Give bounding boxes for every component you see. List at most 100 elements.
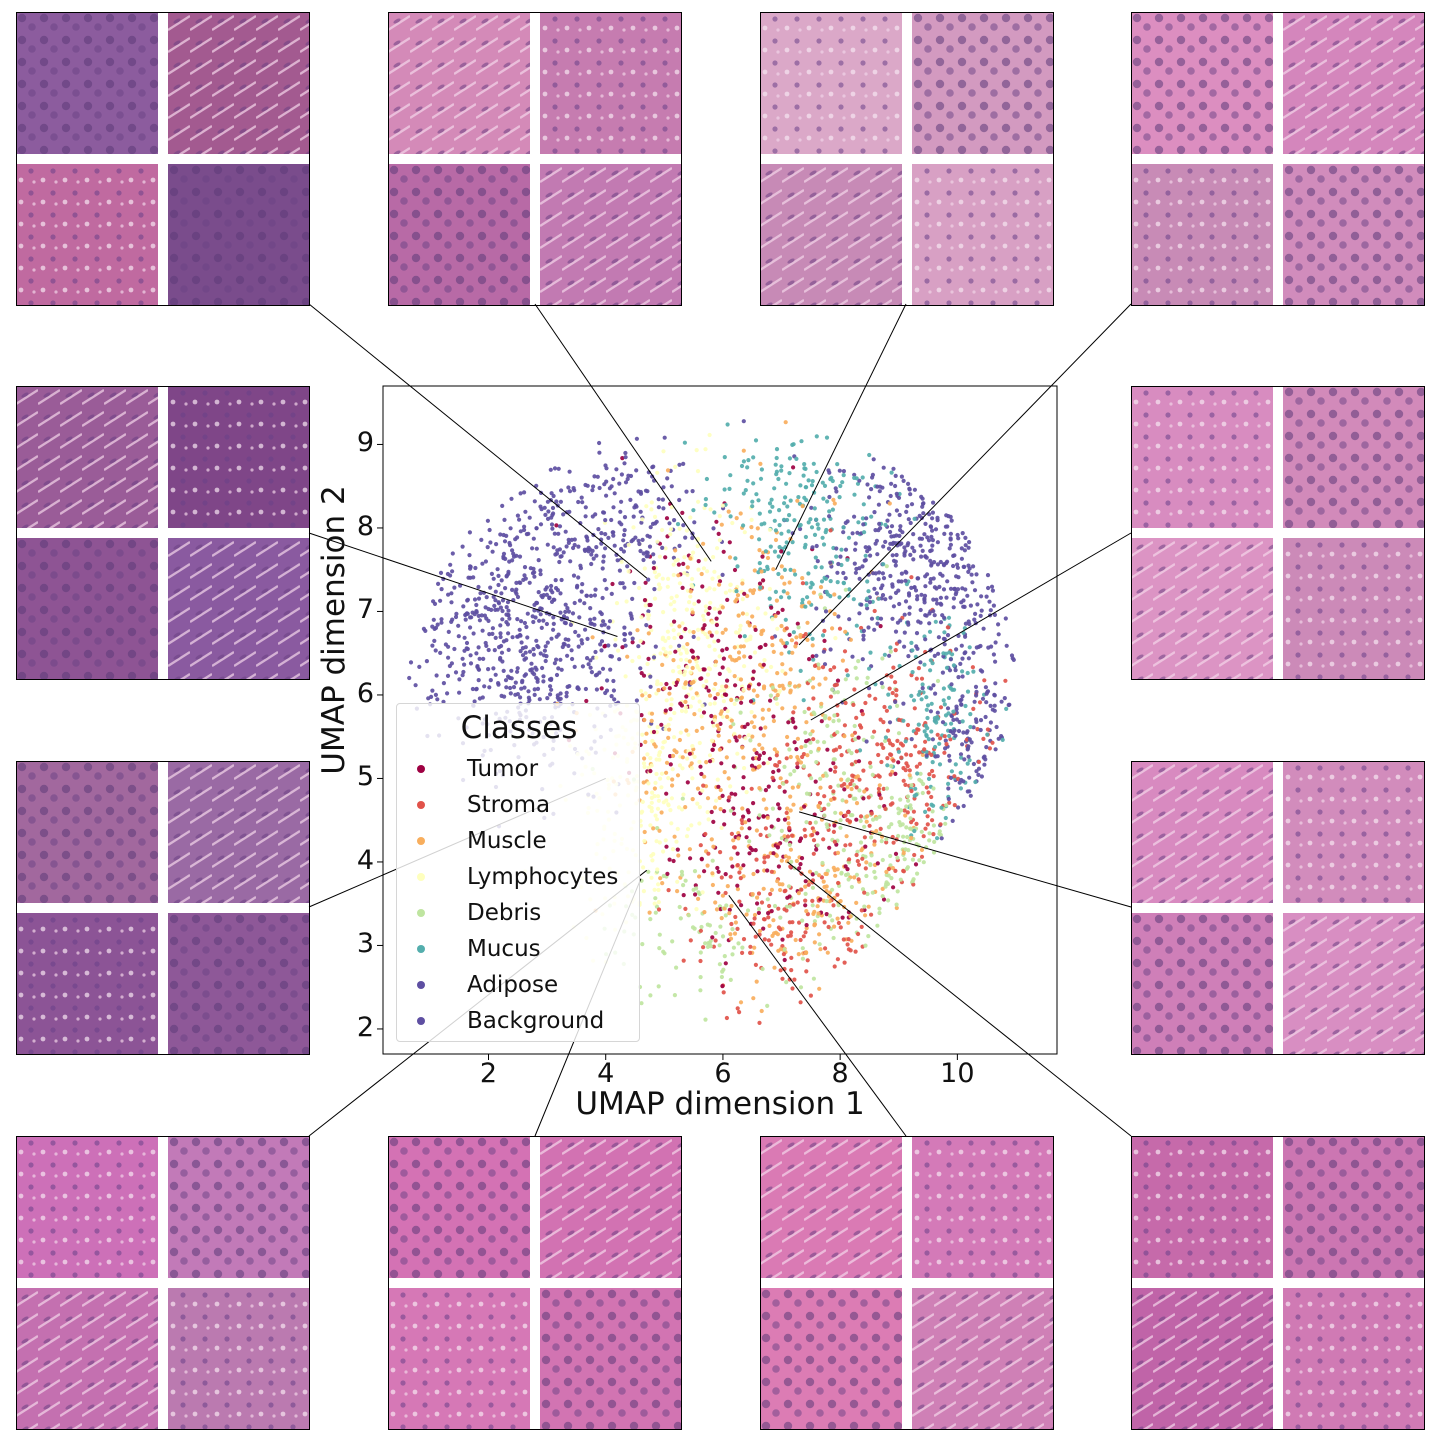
scatter-point-mucus [896, 749, 902, 754]
scatter-point-adipose [586, 662, 591, 667]
scatter-point-muscle [740, 611, 746, 616]
scatter-point-adipose [920, 686, 925, 691]
scatter-point-tumor [721, 549, 726, 554]
legend-entry-mucus: Mucus [417, 934, 541, 964]
scatter-point-adipose [838, 554, 843, 559]
scatter-point-adipose [496, 573, 501, 579]
inset-border [1131, 386, 1425, 680]
scatter-point-muscle [737, 656, 742, 661]
scatter-point-tumor [663, 555, 668, 560]
scatter-point-adipose [460, 673, 465, 678]
scatter-point-adipose [967, 737, 972, 742]
scatter-point-stroma [925, 814, 930, 819]
scatter-point-muscle [751, 996, 756, 1001]
scatter-point-adipose [503, 678, 509, 683]
scatter-point-background [608, 667, 613, 672]
scatter-point-adipose [552, 531, 557, 536]
scatter-point-tumor [630, 640, 635, 645]
scatter-point-stroma [875, 742, 880, 747]
scatter-point-adipose [531, 619, 536, 625]
scatter-point-adipose [464, 612, 469, 617]
scatter-point-adipose [622, 515, 628, 520]
scatter-point-adipose [603, 532, 608, 537]
scatter-point-stroma [698, 958, 703, 964]
scatter-point-adipose [908, 552, 913, 558]
scatter-point-adipose [547, 595, 552, 600]
scatter-point-adipose [651, 464, 656, 469]
scatter-point-debris [836, 783, 841, 788]
scatter-point-adipose [911, 557, 916, 562]
scatter-point-lymphocytes [666, 722, 671, 727]
scatter-point-stroma [701, 945, 706, 950]
scatter-point-adipose [852, 472, 857, 477]
scatter-point-background [604, 688, 610, 693]
scatter-point-muscle [708, 693, 713, 698]
scatter-point-adipose [572, 488, 577, 493]
scatter-point-lymphocytes [661, 646, 666, 651]
scatter-point-stroma [916, 666, 922, 671]
x-tick-label: 10 [940, 1058, 975, 1089]
scatter-point-lymphocytes [688, 515, 693, 520]
scatter-point-mucus [952, 687, 957, 692]
scatter-point-adipose [891, 466, 896, 471]
scatter-point-adipose [476, 678, 481, 683]
scatter-point-adipose [638, 666, 643, 671]
scatter-point-muscle [804, 926, 809, 931]
scatter-point-lymphocytes [742, 530, 747, 535]
scatter-point-muscle [741, 448, 746, 453]
scatter-point-tumor [610, 581, 615, 587]
scatter-point-adipose [439, 587, 444, 592]
scatter-point-debris [661, 873, 666, 879]
scatter-point-stroma [721, 990, 726, 995]
scatter-point-stroma [897, 717, 902, 723]
scatter-point-adipose [959, 556, 965, 561]
scatter-point-debris [703, 941, 708, 946]
inset-tile [168, 1136, 310, 1278]
scatter-point-adipose [572, 664, 577, 670]
scatter-point-adipose [959, 600, 964, 605]
scatter-point-muscle [797, 683, 802, 688]
scatter-point-debris [863, 943, 868, 948]
scatter-point-adipose [887, 720, 893, 725]
scatter-point-lymphocytes [654, 574, 659, 580]
scatter-point-muscle [796, 784, 801, 789]
scatter-point-lymphocytes [732, 731, 737, 737]
scatter-point-stroma [856, 931, 861, 937]
scatter-point-muscle [827, 716, 832, 721]
inset-tile [912, 12, 1054, 154]
inset-tile [16, 538, 158, 680]
scatter-point-adipose [972, 617, 977, 622]
scatter-point-lymphocytes [655, 724, 660, 730]
y-tick-label: 9 [356, 427, 374, 459]
scatter-point-adipose [472, 612, 477, 617]
scatter-point-adipose [579, 589, 584, 594]
scatter-point-muscle [828, 797, 834, 803]
scatter-point-debris [808, 732, 813, 737]
scatter-point-muscle [805, 620, 810, 625]
scatter-point-lymphocytes [763, 611, 768, 616]
scatter-point-lymphocytes [709, 738, 715, 743]
scatter-point-stroma [757, 1020, 762, 1025]
scatter-point-tumor [715, 865, 720, 871]
scatter-point-lymphocytes [700, 890, 705, 895]
scatter-point-lymphocytes [678, 657, 684, 662]
scatter-point-stroma [784, 756, 789, 761]
scatter-point-debris [896, 833, 901, 839]
scatter-point-stroma [832, 839, 837, 844]
scatter-point-muscle [671, 753, 676, 759]
scatter-point-lymphocytes [717, 654, 722, 659]
inset-panel [16, 386, 310, 680]
scatter-point-adipose [408, 660, 414, 665]
scatter-point-stroma [789, 955, 794, 961]
scatter-point-adipose [489, 607, 494, 613]
scatter-point-debris [789, 859, 794, 865]
scatter-point-mucus [777, 523, 782, 528]
inset-tile [388, 164, 530, 306]
scatter-point-mucus [883, 735, 889, 740]
scatter-point-background [609, 694, 614, 699]
scatter-point-stroma [799, 887, 804, 892]
scatter-point-muscle [702, 910, 707, 915]
scatter-point-adipose [483, 605, 488, 610]
scatter-point-muscle [775, 932, 781, 937]
scatter-point-stroma [833, 765, 838, 770]
